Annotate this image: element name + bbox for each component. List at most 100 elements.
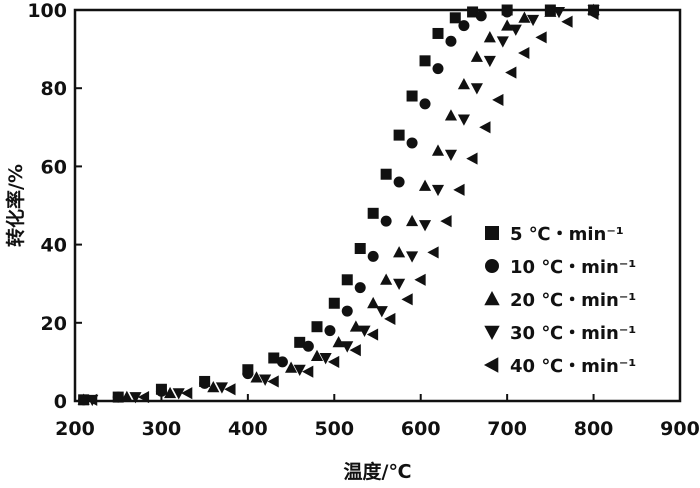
data-point xyxy=(310,349,324,361)
data-point xyxy=(501,19,514,31)
data-point xyxy=(380,168,392,180)
data-point xyxy=(509,24,522,36)
data-point xyxy=(449,12,461,24)
data-point xyxy=(445,35,457,47)
data-point xyxy=(444,109,458,121)
data-point xyxy=(466,152,478,165)
data-point xyxy=(496,36,509,48)
data-point xyxy=(393,246,406,258)
data-point xyxy=(112,391,124,403)
y-tick-label: 60 xyxy=(41,156,67,178)
data-point xyxy=(375,306,388,318)
legend-label: 5 ℃・min⁻¹ xyxy=(510,224,624,245)
data-point xyxy=(492,93,504,106)
data-point xyxy=(311,321,323,333)
y-tick-label: 100 xyxy=(27,0,67,22)
data-point xyxy=(267,375,279,388)
data-point xyxy=(384,312,396,325)
data-point xyxy=(332,336,345,348)
y-axis: 0 20 40 60 80 100 xyxy=(27,0,82,413)
data-point xyxy=(129,392,142,404)
data-point xyxy=(440,215,452,228)
x-axis-title: 温度/℃ xyxy=(344,460,412,483)
data-point xyxy=(470,83,483,95)
data-point xyxy=(341,341,354,353)
data-point xyxy=(401,293,413,306)
data-point xyxy=(406,137,418,149)
data-point xyxy=(224,383,236,396)
data-point xyxy=(527,14,540,27)
data-point xyxy=(470,50,483,62)
data-point xyxy=(483,55,496,68)
data-point xyxy=(354,243,366,255)
legend-marker xyxy=(485,259,499,273)
data-point xyxy=(457,77,470,90)
data-point xyxy=(418,179,432,191)
data-point xyxy=(479,121,491,134)
data-point xyxy=(302,340,314,352)
data-point xyxy=(552,7,566,19)
data-point xyxy=(501,6,513,18)
legend-label: 30 ℃・min⁻¹ xyxy=(510,323,636,344)
data-point xyxy=(276,356,288,368)
data-point xyxy=(327,355,340,368)
data-point xyxy=(453,183,465,196)
data-point xyxy=(406,90,418,102)
data-point xyxy=(207,380,220,393)
data-point xyxy=(358,325,371,337)
plot-border xyxy=(73,8,682,403)
data-point xyxy=(367,250,379,262)
series-layer xyxy=(77,3,600,407)
data-point xyxy=(561,15,573,28)
data-point xyxy=(544,5,557,17)
data-point xyxy=(467,6,479,18)
data-point xyxy=(458,20,470,32)
data-point xyxy=(341,274,353,286)
x-tick-label: 900 xyxy=(660,418,700,440)
legend-label: 20 ℃・min⁻¹ xyxy=(510,290,636,311)
data-point xyxy=(483,31,496,43)
x-tick-label: 600 xyxy=(401,418,441,440)
data-point xyxy=(137,391,150,404)
data-point xyxy=(302,365,314,378)
data-point xyxy=(293,364,306,377)
data-point xyxy=(294,336,306,348)
series-4 xyxy=(86,5,600,407)
data-point xyxy=(242,368,254,380)
series-5 xyxy=(85,7,599,406)
data-point xyxy=(505,66,517,79)
data-point xyxy=(393,129,405,141)
data-point xyxy=(268,352,280,364)
y-tick-label: 80 xyxy=(41,78,67,100)
legend: 5 ℃・min⁻¹ 10 ℃・min⁻¹ 20 ℃・min⁻¹ 30 ℃・min⁻¹ 4… xyxy=(483,224,636,377)
data-point xyxy=(172,388,185,400)
data-point xyxy=(414,273,426,286)
data-point xyxy=(77,393,90,405)
data-point xyxy=(285,361,298,373)
data-point xyxy=(406,251,419,263)
data-point xyxy=(393,278,406,291)
data-point xyxy=(444,149,458,161)
data-point xyxy=(393,176,405,188)
data-point xyxy=(431,144,445,156)
data-point xyxy=(518,11,531,23)
series-2 xyxy=(78,4,600,406)
data-point xyxy=(85,393,98,406)
data-point xyxy=(324,325,336,337)
data-point xyxy=(432,27,444,39)
data-point xyxy=(431,184,445,197)
data-point xyxy=(341,305,353,317)
x-tick-label: 500 xyxy=(314,418,354,440)
data-point xyxy=(120,390,133,403)
data-point xyxy=(366,328,379,341)
legend-label: 40 ℃・min⁻¹ xyxy=(510,356,636,377)
legend-marker xyxy=(483,357,499,373)
data-point xyxy=(349,344,361,357)
x-axis: 200 300 400 500 600 700 800 900 xyxy=(55,394,700,440)
data-point xyxy=(419,55,431,67)
legend-marker xyxy=(485,226,499,240)
x-tick-label: 700 xyxy=(487,418,527,440)
x-tick-label: 400 xyxy=(228,418,268,440)
data-point xyxy=(181,387,193,400)
